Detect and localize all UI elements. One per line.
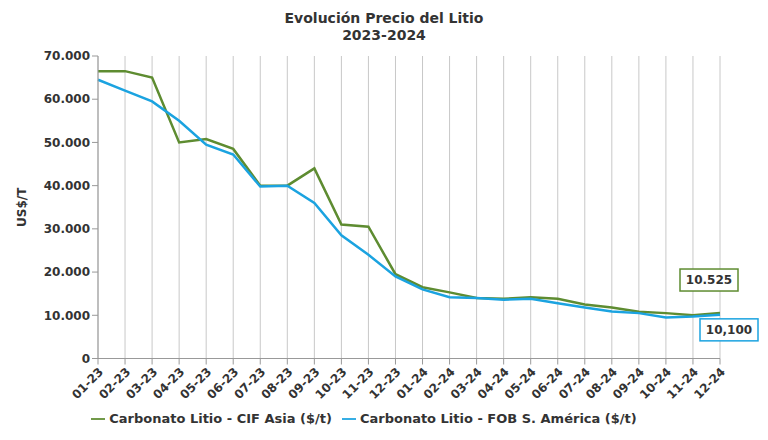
html-text:Carbonato Litio - CIF Asia ($/: Carbonato Litio - CIF Asia ($/t) — [109, 410, 332, 426]
svg-text:01-23: 01-23 — [69, 364, 107, 402]
svg-text:60.000: 60.000 — [44, 92, 90, 106]
svg-text:06-24: 06-24 — [528, 364, 566, 402]
svg-text:12-24: 12-24 — [691, 365, 728, 402]
svg-text:70.000: 70.000 — [44, 49, 90, 63]
svg-text:40.000: 40.000 — [44, 179, 90, 193]
svg-text:03-23: 03-23 — [123, 364, 161, 402]
svg-text:08-24: 08-24 — [582, 364, 620, 402]
svg-text:US$/T: US$/T — [15, 187, 29, 227]
svg-text:09-23: 09-23 — [285, 364, 323, 402]
svg-text:07-24: 07-24 — [555, 364, 593, 402]
svg-text:11-24: 11-24 — [664, 364, 702, 402]
html-text:2023-2024: 2023-2024 — [342, 27, 426, 43]
svg-text:12-23: 12-23 — [366, 364, 404, 402]
svg-text:08-23: 08-23 — [258, 364, 296, 402]
svg-text:06-23: 06-23 — [204, 364, 242, 402]
svg-text:10.525: 10.525 — [686, 273, 732, 287]
svg-text:09-24: 09-24 — [610, 364, 647, 402]
svg-text:07-23: 07-23 — [231, 364, 269, 402]
svg-text:05-23: 05-23 — [177, 364, 215, 402]
svg-text:10.000: 10.000 — [44, 309, 90, 323]
svg-text:0: 0 — [82, 352, 90, 366]
svg-text:01-24: 01-24 — [393, 364, 431, 402]
svg-text:02-23: 02-23 — [96, 364, 134, 402]
html-text:Carbonato Litio - FOB S. Améri: Carbonato Litio - FOB S. América ($/t) — [359, 410, 637, 426]
svg-text:50.000: 50.000 — [44, 136, 90, 150]
svg-text:30.000: 30.000 — [44, 222, 90, 236]
html-text:Evolución Precio del Litio: Evolución Precio del Litio — [284, 10, 484, 26]
svg-text:02-24: 02-24 — [420, 364, 458, 402]
svg-text:05-24: 05-24 — [501, 364, 539, 402]
svg-text:04-24: 04-24 — [474, 364, 512, 402]
svg-text:03-24: 03-24 — [447, 364, 485, 402]
svg-text:11-23: 11-23 — [339, 364, 377, 402]
svg-text:10-24: 10-24 — [637, 364, 675, 402]
svg-text:10,100: 10,100 — [706, 323, 752, 337]
svg-text:04-23: 04-23 — [150, 364, 188, 402]
svg-text:10-23: 10-23 — [312, 364, 350, 402]
svg-text:20.000: 20.000 — [44, 265, 90, 279]
